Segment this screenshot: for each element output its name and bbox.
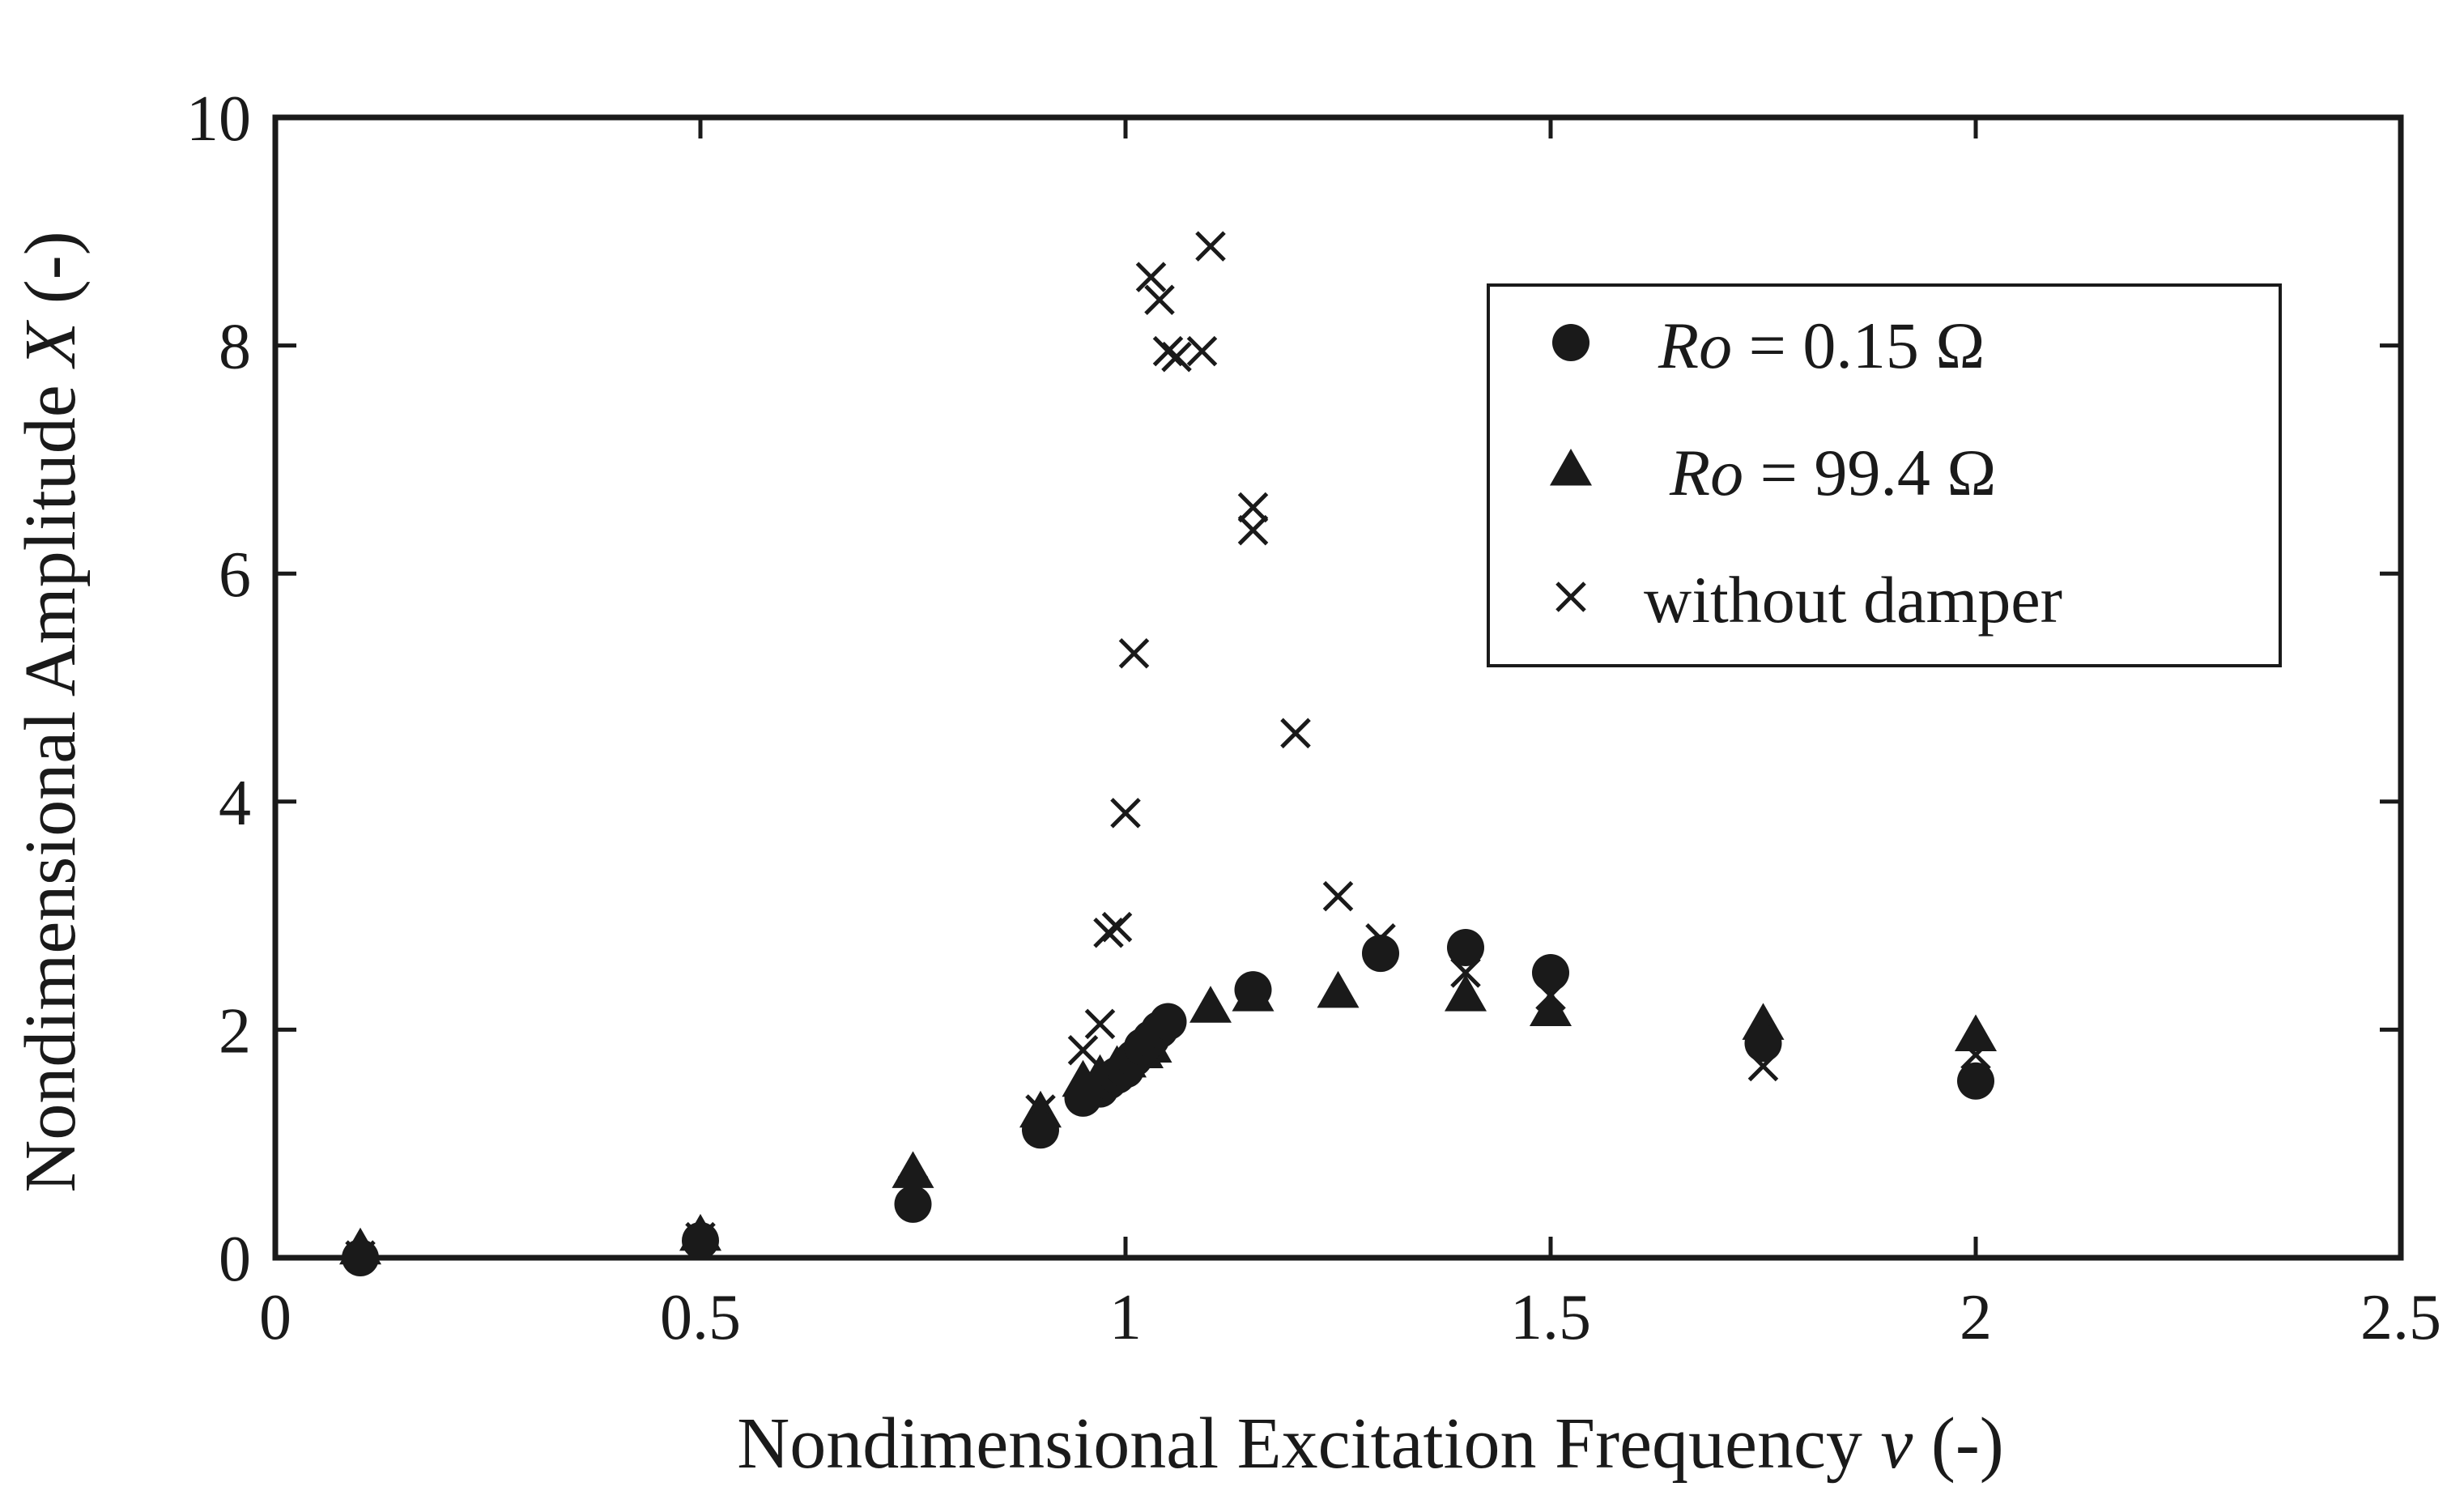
cross-point xyxy=(1322,880,1354,912)
y-tick-label: 8 xyxy=(219,312,251,383)
x-tick-label: 1 xyxy=(1109,1282,1142,1353)
legend-label: without damper xyxy=(1644,563,2062,637)
cross-point xyxy=(1084,1008,1116,1040)
y-tick-labels: 0 2 4 6 8 10 xyxy=(186,83,251,1295)
cross-point xyxy=(1101,911,1133,943)
x-axis-label: Nondimensional Excitation Frequency ν (-… xyxy=(737,1404,2004,1484)
cross-point xyxy=(1144,284,1175,316)
triangle-point xyxy=(1530,989,1572,1026)
circle-point xyxy=(342,1239,379,1276)
circle-point xyxy=(1022,1111,1059,1149)
cross-point xyxy=(1067,1034,1099,1066)
cross-point xyxy=(1118,637,1150,669)
circle-point xyxy=(1532,954,1569,991)
circle-point xyxy=(1234,971,1272,1009)
circle-point xyxy=(894,1185,932,1223)
triangle-point xyxy=(1189,986,1232,1023)
legend-marker-x xyxy=(1555,581,1586,612)
triangle-point xyxy=(1317,970,1360,1008)
cross-point xyxy=(1280,718,1311,749)
legend-marker-triangle xyxy=(1550,449,1592,486)
cross-point xyxy=(1195,231,1226,262)
circle-point xyxy=(1957,1062,1994,1100)
x-tick-label: 2 xyxy=(1960,1282,1992,1353)
x-tick-label: 0.5 xyxy=(660,1282,741,1353)
circle-point xyxy=(1447,929,1484,967)
cross-point xyxy=(1186,335,1218,367)
y-tick-label: 6 xyxy=(219,539,251,611)
plot-frame xyxy=(272,114,2404,1261)
y-tick-label: 2 xyxy=(219,995,251,1067)
cross-point xyxy=(1237,492,1269,523)
legend-label: Ro = 0.15 Ω xyxy=(1658,309,1985,382)
data-points xyxy=(339,231,1997,1276)
y-axis-label: Nondimensional Amplitude X (-) xyxy=(11,231,91,1192)
legend-label: Ro = 99.4 Ω xyxy=(1669,436,1996,509)
y-tick-label: 0 xyxy=(219,1224,251,1295)
cross-point xyxy=(1110,798,1141,829)
x-tick-label: 0 xyxy=(259,1282,292,1353)
triangle-point xyxy=(1955,1014,1997,1051)
circle-point xyxy=(682,1221,719,1259)
cross-point xyxy=(1135,262,1167,292)
y-tick-label: 4 xyxy=(219,768,251,839)
circle-point xyxy=(1362,935,1399,973)
cross-point xyxy=(1237,514,1269,546)
y-tick-label: 10 xyxy=(186,83,251,155)
circle-point xyxy=(1149,1003,1187,1041)
x-tick-label: 1.5 xyxy=(1510,1282,1591,1353)
legend-marker-circle xyxy=(1552,324,1589,361)
x-tick-label: 2.5 xyxy=(2360,1282,2441,1353)
x-tick-labels: 0 0.5 1 1.5 2 2.5 xyxy=(259,1282,2441,1353)
triangle-point xyxy=(892,1151,934,1188)
cross-point xyxy=(1161,341,1192,373)
triangle-point xyxy=(1445,974,1487,1012)
legend-box xyxy=(1487,283,2282,667)
circle-point xyxy=(1744,1025,1782,1063)
tick-marks xyxy=(273,115,2403,1260)
legend: Ro = 0.15 Ω Ro = 99.4 Ω without damper xyxy=(1487,283,2282,667)
